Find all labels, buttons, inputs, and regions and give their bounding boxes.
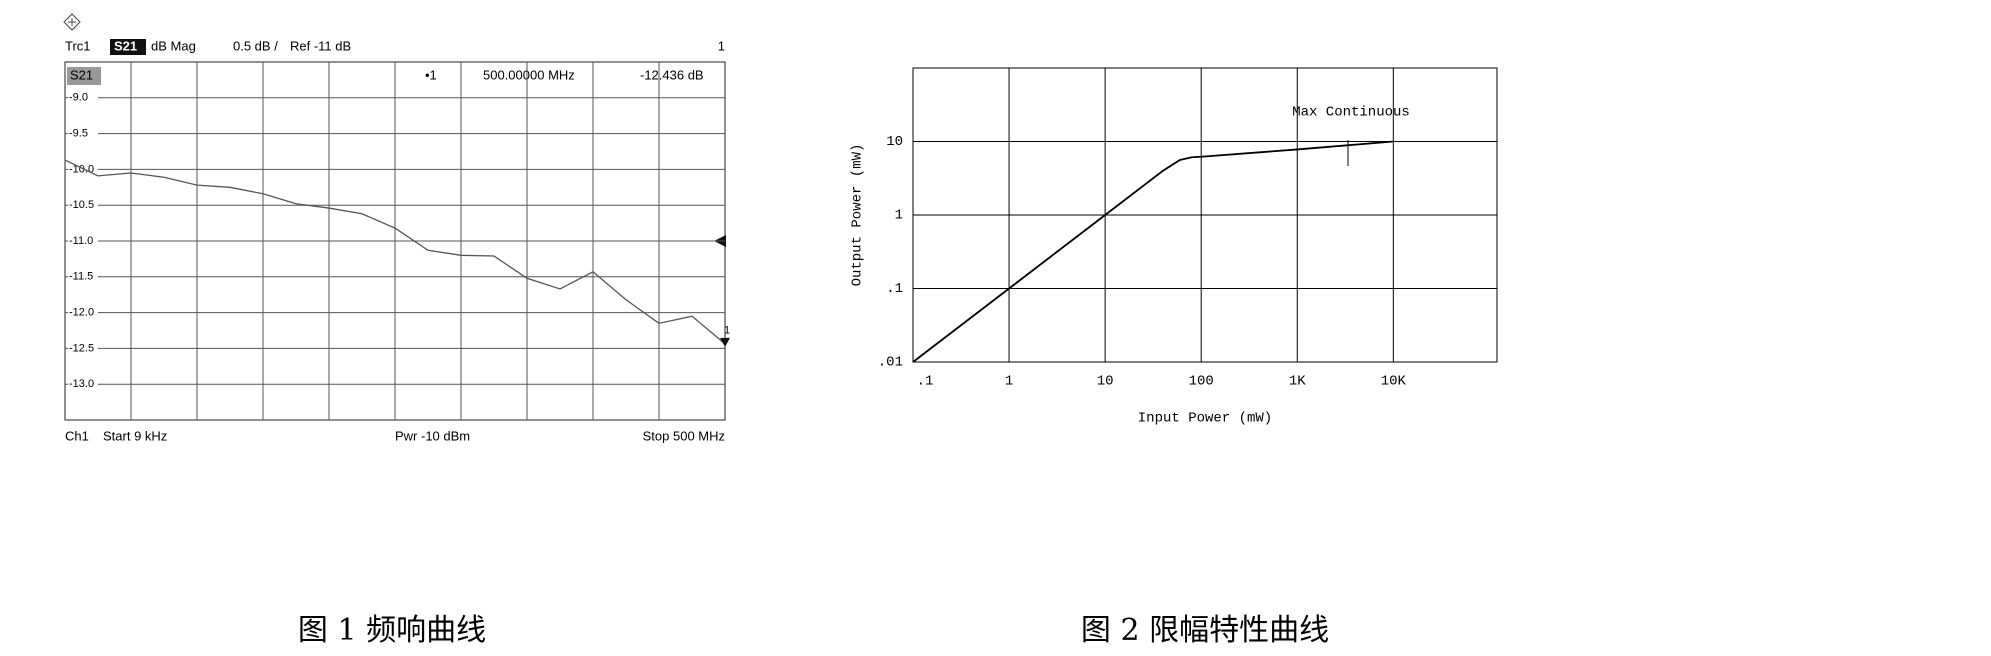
caption: 图 1 频响曲线 xyxy=(298,613,486,648)
stop: Stop 500 MHz xyxy=(643,428,725,443)
format: dB Mag xyxy=(151,38,196,53)
marker-label: •1 xyxy=(425,67,437,82)
x-tick-label: 1K xyxy=(1289,374,1306,390)
marker-id: 1 xyxy=(724,325,730,337)
tick-label-bg xyxy=(68,306,98,319)
tick-label-bg xyxy=(68,199,98,212)
power: Pwr -10 dBm xyxy=(395,428,470,443)
y-tick-label: -12.0 xyxy=(69,307,94,319)
x-tick-label: 10K xyxy=(1381,374,1407,390)
y-tick-label: -9.0 xyxy=(69,92,88,104)
channel: Ch1 xyxy=(65,428,89,443)
y-tick-label: 10 xyxy=(886,134,903,150)
y-tick-label: .01 xyxy=(878,355,903,371)
y-tick-label: .1 xyxy=(886,281,903,297)
y-tick-label: -9.5 xyxy=(69,128,88,140)
marker-x: 500.00000 MHz xyxy=(483,67,575,82)
y-tick-label: -10.5 xyxy=(69,199,94,211)
marker-y: -12.436 dB xyxy=(640,67,704,82)
window-id: 1 xyxy=(718,38,725,53)
trace-id: Trc1 xyxy=(65,38,91,53)
ref-level: Ref -11 dB xyxy=(290,38,351,53)
x-tick-label: 1 xyxy=(1005,374,1013,390)
x-tick-label: 100 xyxy=(1189,374,1214,390)
tick-label-bg xyxy=(68,342,98,355)
trace-label-box xyxy=(67,67,101,85)
y-tick-label: 1 xyxy=(895,208,903,224)
measurement: S21 xyxy=(114,38,137,53)
measurement-box xyxy=(110,39,146,55)
y-tick-label: -11.0 xyxy=(69,235,93,247)
marker-triangle xyxy=(720,337,730,347)
y-tick-label: -12.5 xyxy=(69,342,94,354)
x-tick-label: .1 xyxy=(917,374,934,390)
tick-label-bg xyxy=(68,270,98,283)
y-axis-label: Output Power (mW) xyxy=(850,144,866,287)
tick-label-bg xyxy=(68,378,98,391)
trace-line xyxy=(912,140,1394,363)
tick-label-bg xyxy=(68,127,98,140)
x-tick-label: 10 xyxy=(1097,374,1114,390)
tick-label-bg xyxy=(68,235,98,247)
trace-line xyxy=(64,159,726,345)
trace-label: S21 xyxy=(70,67,93,82)
y-tick-label: -13.0 xyxy=(69,378,94,390)
start: Start 9 kHz xyxy=(103,428,167,443)
x-axis-label: Input Power (mW) xyxy=(1138,411,1272,427)
scale: 0.5 dB / xyxy=(233,38,278,53)
y-tick-label: -11.5 xyxy=(69,271,93,283)
caption: 图 2 限幅特性曲线 xyxy=(1081,613,1329,648)
annotation: Max Continuous xyxy=(1292,105,1410,121)
tick-label-bg xyxy=(68,91,98,104)
logo xyxy=(63,13,81,31)
y-tick-label: -10.0 xyxy=(69,163,94,175)
